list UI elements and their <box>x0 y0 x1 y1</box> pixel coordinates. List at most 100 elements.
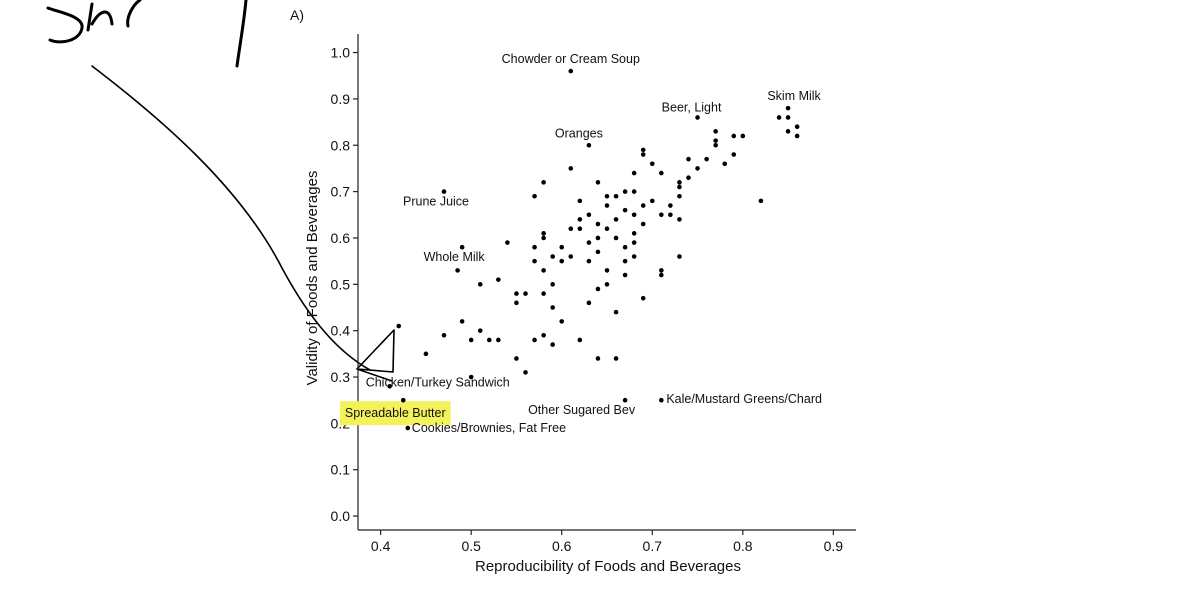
data-point <box>631 231 637 236</box>
handwritten-scribble <box>46 0 248 68</box>
handdrawn-arrow <box>91 65 395 382</box>
data-point <box>550 282 555 287</box>
data-point <box>659 397 664 403</box>
data-point <box>604 226 610 231</box>
y-tick-label: 0.5 <box>331 276 351 292</box>
x-tick-label: 0.5 <box>461 538 481 554</box>
data-point <box>541 235 546 241</box>
data-point <box>613 309 619 315</box>
data-point <box>794 124 800 130</box>
data-point <box>659 212 664 218</box>
data-point <box>550 254 555 259</box>
data-point <box>785 105 791 111</box>
data-point <box>622 272 628 278</box>
data-point <box>668 203 673 208</box>
data-point <box>514 291 519 296</box>
data-point <box>604 268 610 273</box>
data-point <box>631 189 637 194</box>
data-point <box>695 115 700 120</box>
data-point <box>541 231 546 236</box>
data-point <box>722 161 728 167</box>
data-point <box>496 337 501 343</box>
data-point <box>586 212 592 218</box>
data-point <box>586 142 592 148</box>
data-point <box>604 203 610 208</box>
x-tick-label: 0.9 <box>824 538 844 554</box>
data-point <box>677 184 682 190</box>
data-point <box>459 319 465 324</box>
point-label: Beer, Light <box>662 100 722 114</box>
data-point <box>486 337 492 343</box>
point-annotations: Chowder or Cream Soup Beer, Light Skim Mil… <box>345 52 822 435</box>
point-label: Cookies/Brownies, Fat Free <box>412 421 566 435</box>
data-point <box>441 333 447 338</box>
y-tick-label: 0.7 <box>331 184 351 200</box>
data-point <box>631 240 637 245</box>
data-point <box>459 244 465 250</box>
data-point <box>405 425 411 431</box>
x-tick-label: 0.6 <box>552 538 572 554</box>
y-tick-label: 0.1 <box>331 462 351 478</box>
data-point <box>631 170 637 176</box>
data-point <box>396 323 402 329</box>
data-point <box>640 147 646 153</box>
highlight-box <box>339 401 451 426</box>
data-point <box>595 180 601 185</box>
data-point <box>523 291 528 296</box>
data-point <box>532 244 537 250</box>
data-point <box>668 212 673 218</box>
point-label: Other Sugared Bev <box>528 403 636 417</box>
data-point <box>559 319 565 324</box>
data-point <box>713 142 718 148</box>
data-point <box>740 133 746 139</box>
data-point <box>649 198 655 204</box>
data-point <box>514 300 519 306</box>
data-point <box>595 286 601 292</box>
data-point <box>387 383 392 389</box>
data-point <box>613 193 619 199</box>
data-point <box>441 189 447 194</box>
x-tick-label: 0.4 <box>371 538 391 554</box>
data-point <box>468 374 474 380</box>
data-point <box>595 356 601 361</box>
data-point <box>640 203 646 208</box>
x-axis-ticks: 0.4 0.5 0.6 0.7 0.8 0.9 <box>371 530 843 554</box>
data-point <box>505 240 510 245</box>
data-point <box>523 370 528 375</box>
data-point <box>595 249 601 255</box>
data-point <box>477 282 483 287</box>
data-point <box>532 258 537 264</box>
y-axis-title: Validity of Foods and Beverages <box>304 171 321 386</box>
panel-label: A) <box>290 7 304 23</box>
data-point <box>704 156 709 162</box>
data-point <box>550 342 555 347</box>
data-point <box>514 356 519 361</box>
data-point <box>677 180 682 185</box>
data-point <box>631 212 637 218</box>
data-point <box>776 115 782 120</box>
data-point <box>577 226 583 231</box>
data-point <box>568 166 574 171</box>
point-label: Prune Juice <box>403 195 469 209</box>
data-point <box>595 221 601 227</box>
data-point <box>532 193 537 199</box>
x-tick-label: 0.7 <box>643 538 663 554</box>
data-point <box>731 133 737 139</box>
data-point <box>559 258 565 264</box>
data-point <box>640 221 646 227</box>
data-point <box>541 291 546 296</box>
point-label: Spreadable Butter <box>345 406 446 420</box>
data-point <box>695 166 700 171</box>
data-point <box>622 397 628 403</box>
point-label: Skim Milk <box>767 89 821 103</box>
data-point <box>568 68 574 74</box>
data-point <box>640 152 646 157</box>
data-point <box>622 258 628 264</box>
data-point <box>595 235 601 241</box>
data-point <box>713 138 718 143</box>
data-point <box>622 207 628 213</box>
point-label: Whole Milk <box>424 250 486 264</box>
data-point <box>477 328 483 333</box>
data-point <box>455 268 460 273</box>
label-highlight <box>339 401 451 426</box>
